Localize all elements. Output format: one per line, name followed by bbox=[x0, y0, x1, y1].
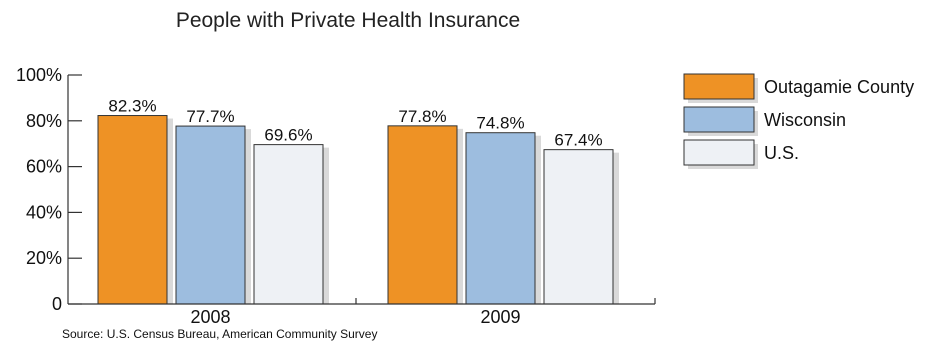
y-tick-label: 60% bbox=[26, 157, 62, 177]
y-tick-label: 80% bbox=[26, 111, 62, 131]
y-tick-label: 40% bbox=[26, 202, 62, 222]
legend-swatch bbox=[683, 106, 755, 133]
y-tick-label: 100% bbox=[16, 65, 62, 85]
bar-u-s--2008 bbox=[253, 144, 324, 305]
y-tick-label: 0 bbox=[52, 294, 62, 314]
legend-swatch bbox=[683, 73, 755, 100]
x-category-label: 2008 bbox=[190, 307, 230, 327]
bar-outagamie-county-2009 bbox=[387, 125, 458, 305]
legend-label: Wisconsin bbox=[764, 110, 846, 130]
source-note: Source: U.S. Census Bureau, American Com… bbox=[62, 327, 377, 341]
bar-outagamie-county-2008 bbox=[97, 115, 168, 305]
legend-label: Outagamie County bbox=[764, 77, 914, 97]
y-tick-label: 20% bbox=[26, 248, 62, 268]
bar-wisconsin-2009 bbox=[465, 132, 536, 305]
data-label: 69.6% bbox=[264, 126, 312, 145]
bar-wisconsin-2008 bbox=[175, 125, 246, 305]
chart-title: People with Private Health Insurance bbox=[176, 9, 520, 32]
legend-label: U.S. bbox=[764, 143, 799, 163]
plot-area: 0 20% 40% 60% 80% 100% 82.3% 77.8% 77.7% 74.8% 69.… bbox=[16, 65, 914, 327]
bar-u-s--2009 bbox=[543, 149, 614, 305]
data-label: 67.4% bbox=[554, 131, 602, 150]
data-label: 77.8% bbox=[398, 107, 446, 126]
data-label: 74.8% bbox=[476, 114, 524, 133]
legend-swatch bbox=[683, 139, 755, 166]
x-category-label: 2009 bbox=[480, 307, 520, 327]
data-label: 77.7% bbox=[186, 107, 234, 126]
data-label: 82.3% bbox=[108, 97, 156, 116]
